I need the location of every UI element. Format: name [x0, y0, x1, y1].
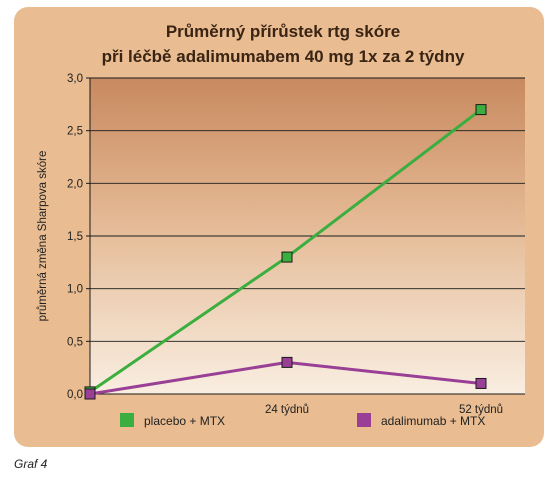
legend-swatch [357, 413, 371, 427]
y-tick-label: 0,0 [67, 389, 83, 401]
data-point-marker [84, 388, 96, 400]
x-tick-label: 52 týdnů [459, 404, 503, 416]
y-tick-label: 2,0 [67, 178, 83, 190]
chart-title-line-1: Průměrný přírůstek rtg skóre [166, 22, 400, 41]
y-axis-label: průměrná změna Sharpova skóre [37, 151, 49, 322]
y-tick-label: 2,5 [67, 126, 83, 138]
series-lines [84, 104, 487, 400]
chart-title-line-2: při léčbě adalimumabem 40 mg 1x za 2 týd… [102, 47, 465, 66]
figure-caption: Graf 4 [14, 457, 48, 471]
data-point-marker [475, 377, 487, 389]
y-tick-label: 3,0 [67, 73, 83, 85]
data-point-marker [475, 104, 487, 116]
y-tick-label: 1,0 [67, 284, 83, 296]
legend-label: adalimumab + MTX [381, 414, 485, 428]
legend: placebo + MTX adalimumab + MTX [120, 413, 485, 428]
data-point-marker [281, 356, 293, 368]
y-tick-label: 1,5 [67, 231, 83, 243]
legend-label: placebo + MTX [144, 414, 225, 428]
x-tick-label: 24 týdnů [265, 404, 309, 416]
axes [86, 77, 525, 395]
data-point-marker [281, 251, 293, 263]
legend-swatch [120, 413, 134, 427]
y-tick-label: 0,5 [67, 336, 83, 348]
x-tick-labels: 24 týdnů 52 týdnů [265, 404, 503, 416]
y-tick-labels: 0,0 0,5 1,0 1,5 2,0 2,5 3,0 [67, 73, 83, 401]
